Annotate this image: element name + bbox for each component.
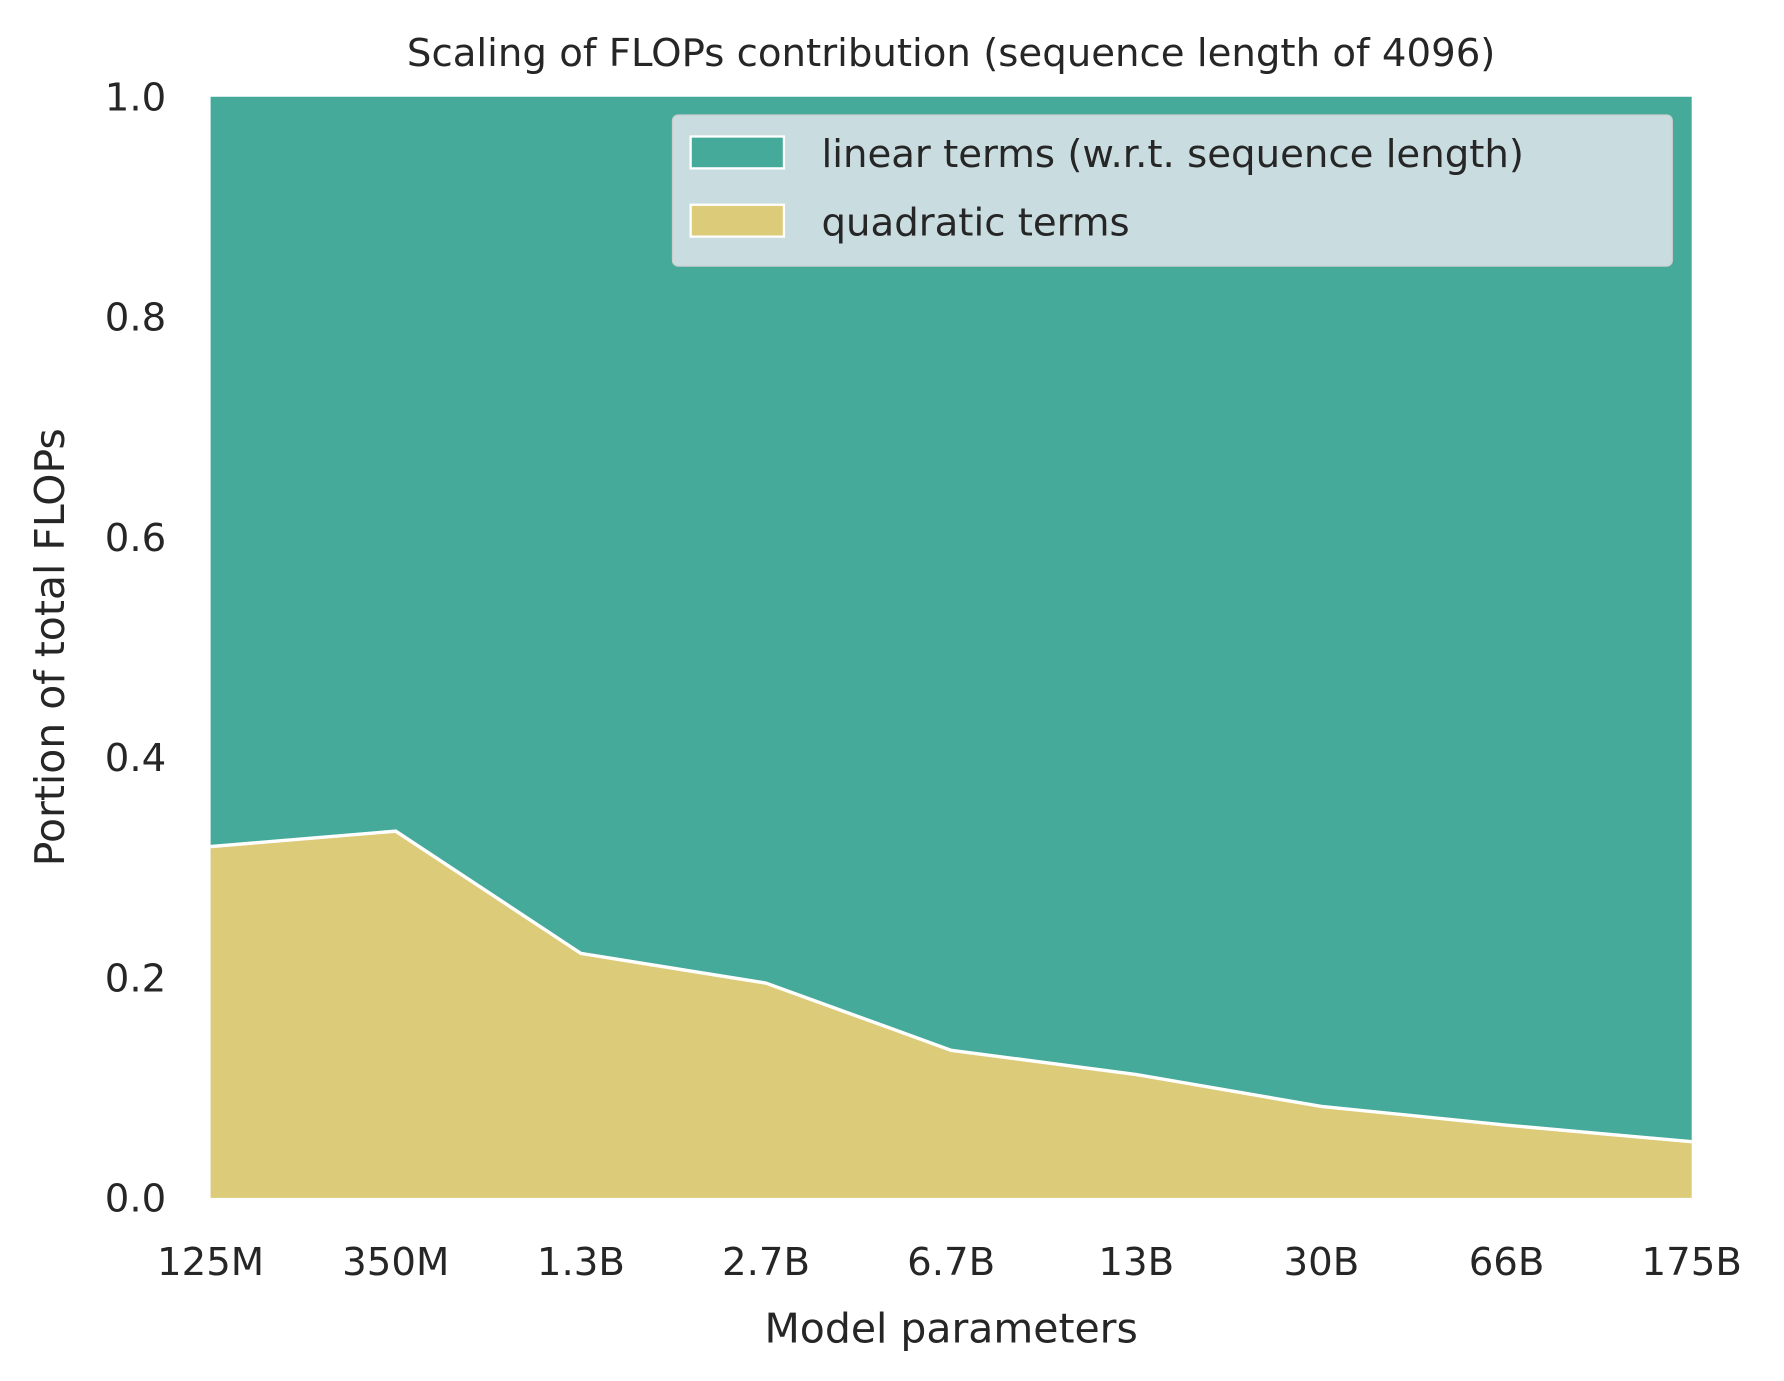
y-tick-label: 1.0 bbox=[105, 75, 166, 120]
x-tick-label: 66B bbox=[1469, 1240, 1545, 1285]
legend-label-quadratic: quadratic terms bbox=[821, 200, 1129, 245]
x-tick-label: 6.7B bbox=[907, 1240, 995, 1285]
x-tick-label: 30B bbox=[1284, 1240, 1360, 1285]
x-tick-label: 125M bbox=[157, 1240, 264, 1285]
boundary-line bbox=[210, 829, 1692, 1144]
x-tick-label: 175B bbox=[1642, 1240, 1742, 1285]
x-tick-label: 2.7B bbox=[722, 1240, 810, 1285]
y-axis-label: Portion of total FLOPs bbox=[26, 428, 74, 866]
area-linear-terms bbox=[210, 96, 1692, 1142]
y-tick-label: 0.4 bbox=[105, 736, 166, 781]
legend-swatch-quadratic bbox=[689, 203, 786, 238]
y-tick-label: 0.8 bbox=[105, 296, 166, 341]
y-tick-label: 0.2 bbox=[105, 956, 166, 1001]
y-tick-label: 0.6 bbox=[105, 516, 166, 561]
x-tick-label: 1.3B bbox=[537, 1240, 625, 1285]
x-tick-label: 13B bbox=[1098, 1240, 1174, 1285]
chart-title: Scaling of FLOPs contribution (sequence … bbox=[407, 31, 1495, 76]
legend-label-linear: linear terms (w.r.t. sequence length) bbox=[821, 132, 1524, 177]
y-tick-label: 0.0 bbox=[105, 1177, 166, 1222]
legend: linear terms (w.r.t. sequence length) qu… bbox=[671, 114, 1673, 267]
legend-swatch-linear bbox=[689, 135, 786, 170]
x-axis-label: Model parameters bbox=[764, 1304, 1137, 1352]
area-quadratic-terms bbox=[210, 831, 1692, 1198]
x-tick-label: 350M bbox=[342, 1240, 449, 1285]
